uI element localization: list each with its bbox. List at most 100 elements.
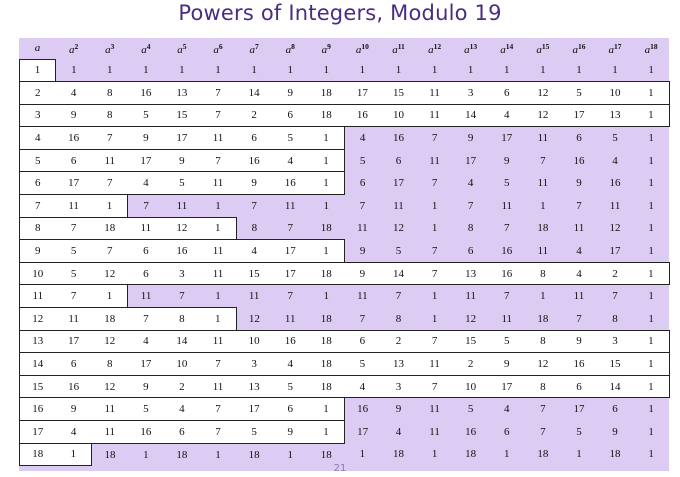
table-cell: 12 bbox=[524, 103, 561, 128]
table-cell: 16 bbox=[55, 126, 92, 150]
table-cell: 16 bbox=[392, 132, 404, 145]
table-cell: 7 bbox=[55, 284, 92, 309]
table-cell: 11 bbox=[416, 352, 453, 376]
table-cell: 1 bbox=[359, 448, 366, 461]
table-cell: 12 bbox=[18, 307, 56, 331]
exponent: 12 bbox=[433, 41, 442, 51]
table-cell: 1 bbox=[431, 222, 438, 235]
table-cell: 13 bbox=[597, 103, 634, 128]
table-cell: 6 bbox=[55, 148, 92, 173]
table-cell: 12 bbox=[91, 329, 128, 354]
table-cell: 7 bbox=[431, 177, 438, 190]
table-cell: 6 bbox=[55, 352, 92, 376]
table-cell: 9 bbox=[359, 244, 366, 257]
table-cell: 6 bbox=[576, 132, 582, 145]
table-cell: 17 bbox=[55, 329, 92, 354]
table-cell: 13 bbox=[236, 374, 273, 399]
table-cell: 11 bbox=[284, 312, 296, 325]
exponent: 17 bbox=[614, 41, 622, 51]
table-cell: 7 bbox=[143, 199, 149, 212]
table-cell: 4 bbox=[127, 329, 164, 354]
table-cell: 11 bbox=[199, 261, 237, 286]
table-cell: 5 bbox=[272, 126, 309, 150]
table-cell: 7 bbox=[504, 290, 510, 303]
exponent: 5 bbox=[182, 41, 187, 51]
table-cell: 9 bbox=[488, 352, 525, 376]
table-cell: 11 bbox=[199, 374, 237, 399]
table-cell: 3 bbox=[380, 374, 417, 399]
table-cell: 16 bbox=[127, 420, 164, 444]
table-cell: 4 bbox=[576, 244, 582, 257]
table-cell: 4 bbox=[488, 103, 525, 128]
table-cell: 5 bbox=[612, 132, 618, 145]
table-cell: 1 bbox=[323, 290, 330, 303]
table-cell: 4 bbox=[395, 425, 402, 438]
table-cell: 18 bbox=[320, 312, 332, 325]
table-cell: 10 bbox=[236, 329, 273, 354]
exponent: 7 bbox=[254, 41, 259, 51]
table-cell: 15 bbox=[163, 103, 200, 128]
table-cell: 11 bbox=[55, 194, 92, 218]
table-cell: 1 bbox=[308, 397, 345, 421]
table-cell: 9 bbox=[55, 397, 92, 421]
table-cell: 6 bbox=[560, 374, 597, 399]
table-row: 9 5 7 6 16 11 4 17 1 9 5 7 6 16 11 4 17 1 bbox=[18, 239, 670, 263]
table-cell: 8 bbox=[91, 81, 128, 105]
table-cell: 4 bbox=[236, 239, 273, 263]
exponent: 14 bbox=[505, 41, 514, 51]
table-cell: 18 bbox=[248, 448, 260, 461]
table-cell: 14 bbox=[163, 329, 200, 354]
table-cell: 12 bbox=[91, 261, 128, 286]
table-cell: 11 bbox=[284, 200, 296, 213]
table-row: 8 7 18 11 12 1 8 7 18 11 12 1 8 7 18 11 12 1 bbox=[18, 216, 670, 241]
table-cell: 15 bbox=[452, 329, 489, 354]
column-header: a14 bbox=[500, 41, 514, 56]
table-cell: 6 bbox=[18, 171, 56, 196]
table-cell: 16 bbox=[18, 397, 56, 421]
table-cell: 17 bbox=[488, 374, 525, 399]
table-cell: 7 bbox=[55, 216, 92, 241]
table-cell: 16 bbox=[465, 425, 477, 438]
table-cell: 11 bbox=[55, 307, 92, 331]
table-cell: 1 bbox=[648, 312, 654, 325]
table-cell: 9 bbox=[395, 403, 402, 416]
table-cell: 4 bbox=[359, 132, 366, 145]
table-cell: 18 bbox=[308, 374, 345, 399]
table-cell: 16 bbox=[488, 261, 525, 286]
table-cell: 9 bbox=[467, 132, 474, 145]
table-cell: 4 bbox=[55, 420, 92, 444]
table-cell: 11 bbox=[91, 397, 128, 421]
table-cell: 5 bbox=[236, 420, 273, 444]
table-cell: 11 bbox=[176, 199, 188, 212]
table-row: 11 7 1 11 7 1 11 7 1 11 7 1 11 7 1 11 7 1 bbox=[18, 284, 670, 309]
table-cell: 9 bbox=[612, 425, 618, 438]
header-row: a a2 a3 a4 a5 a6 a7 a8 a9 a10 a11 a12 a13 a14 a15 a16 a1… bbox=[20, 38, 670, 59]
table-cell: 18 bbox=[308, 352, 345, 376]
table-cell: 17 bbox=[392, 177, 404, 190]
table-row: 18 1 18 1 18 1 18 1 18 1 18 1 18 1 18 1 18 1 bbox=[18, 442, 670, 467]
table-row: 6 17 7 4 5 11 9 16 1 6 17 7 4 5 11 9 16 1 bbox=[18, 171, 670, 196]
table-cell: 1 bbox=[648, 403, 654, 416]
table-cell: 7 bbox=[540, 154, 546, 167]
table-cell: 3 bbox=[236, 352, 273, 376]
table-cell: 10 bbox=[452, 374, 489, 399]
table-cell: 18 bbox=[308, 103, 345, 128]
table-cell: 5 bbox=[504, 177, 510, 190]
table-cell: 7 bbox=[504, 222, 510, 235]
table-cell: 11 bbox=[140, 290, 152, 303]
table-cell: 2 bbox=[236, 103, 273, 128]
table-cell: 1 bbox=[143, 64, 149, 77]
table-cell: 17 bbox=[573, 403, 585, 416]
table-cell: 15 bbox=[597, 352, 634, 376]
slide-title: Powers of Integers, Modulo 19 bbox=[178, 1, 502, 25]
exponent: 2 bbox=[74, 41, 79, 51]
table-cell: 9 bbox=[55, 103, 92, 128]
table-cell: 7 bbox=[431, 132, 438, 145]
table-cell: 12 bbox=[248, 312, 260, 325]
table-cell: 11 bbox=[393, 199, 404, 212]
exponent: 6 bbox=[218, 41, 223, 51]
table-cell: 17 bbox=[609, 244, 621, 257]
table-cell: 14 bbox=[597, 374, 634, 399]
table-cell: 2 bbox=[380, 329, 417, 354]
table-cell: 7 bbox=[540, 403, 546, 416]
